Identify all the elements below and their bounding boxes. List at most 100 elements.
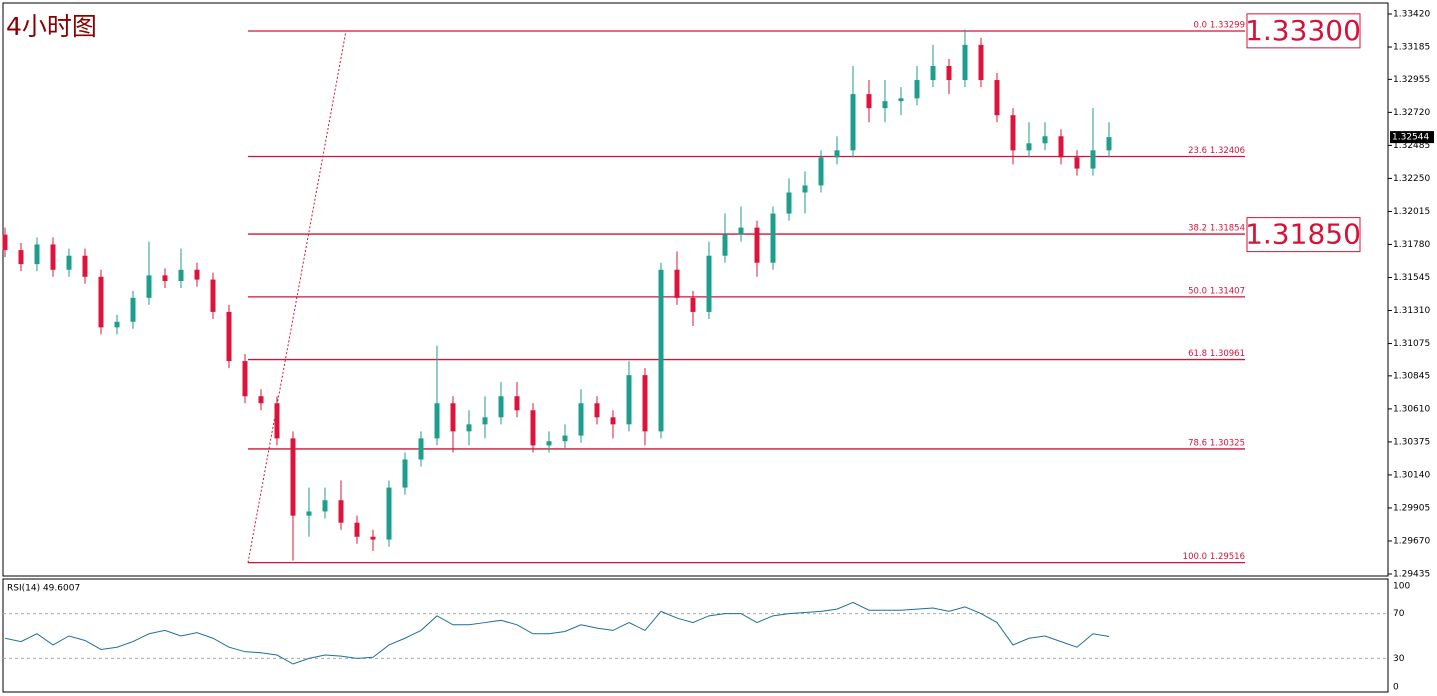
candle-body	[482, 417, 488, 425]
candle-body	[146, 275, 152, 298]
main-panel	[2, 2, 1389, 577]
candle-body	[1090, 150, 1096, 169]
y-tick-label: 1.32485	[1393, 141, 1430, 151]
fib-level: 78.6	[1188, 438, 1207, 448]
y-tick-label: 1.31545	[1393, 273, 1430, 283]
candle-body	[370, 536, 376, 540]
candle-body	[754, 227, 760, 263]
candle-body	[1074, 157, 1080, 169]
price-box	[1246, 13, 1361, 49]
fib-level: 100.0	[1183, 552, 1207, 562]
candle-body	[738, 227, 744, 235]
candle-body	[34, 244, 40, 265]
candle-body	[386, 487, 392, 540]
candle-body	[930, 65, 936, 81]
fib-level: 0.0	[1193, 21, 1207, 31]
y-tick-label: 1.31310	[1393, 306, 1430, 316]
candle-body	[1042, 136, 1048, 144]
candle-body	[434, 403, 440, 439]
candle-body	[1106, 137, 1112, 151]
candle-body	[834, 150, 840, 158]
y-tick-label: 1.32015	[1393, 207, 1430, 217]
y-tick-label: 1.33185	[1393, 43, 1430, 53]
candle-body	[530, 410, 536, 446]
candle-body	[818, 157, 824, 186]
candle-body	[242, 361, 248, 397]
candle-body	[130, 297, 136, 322]
candle-body	[978, 44, 984, 81]
candle-body	[1058, 136, 1064, 158]
candle-body	[722, 234, 728, 256]
candle-body	[98, 276, 104, 328]
candle-body	[274, 403, 280, 439]
fib-price: 1.31854	[1210, 224, 1245, 234]
fib-price: 1.30325	[1210, 438, 1245, 448]
candle-body	[706, 255, 712, 312]
y-tick-label: 1.29905	[1393, 503, 1430, 513]
y-tick-label: 1.31075	[1393, 339, 1430, 349]
candle-body	[898, 98, 904, 102]
candle-body	[578, 403, 584, 436]
candle-body	[450, 403, 456, 432]
candle-body	[194, 269, 200, 280]
candle-body	[466, 424, 472, 432]
y-tick-label: 1.30375	[1393, 437, 1430, 447]
candle-body	[786, 192, 792, 214]
candle-body	[866, 94, 872, 109]
current-price-tag	[1390, 131, 1434, 144]
rsi-tick-label: 30	[1393, 654, 1405, 664]
candle-body	[50, 244, 56, 270]
y-tick-label: 1.32250	[1393, 174, 1430, 184]
candle-body	[114, 321, 120, 328]
candle-body	[802, 185, 808, 193]
y-tick-label: 1.29435	[1393, 570, 1430, 580]
candle-body	[178, 269, 184, 282]
price-box-label: 1.33300	[1245, 14, 1361, 47]
candle-body	[882, 101, 888, 109]
candle-body	[338, 500, 344, 523]
fib-level: 23.6	[1188, 146, 1207, 156]
fib-price: 1.32406	[1210, 146, 1245, 156]
candle-body	[962, 44, 968, 81]
rsi-tick-label: 100	[1393, 582, 1410, 592]
candle-body	[2, 234, 8, 251]
candle-body	[82, 255, 88, 277]
chart-title: 4小时图	[6, 12, 97, 41]
y-tick-label: 1.31780	[1393, 240, 1430, 250]
candle-body	[1010, 115, 1016, 151]
y-tick-label: 1.29670	[1393, 536, 1430, 546]
y-tick-label: 1.33420	[1393, 10, 1430, 20]
candle-body	[210, 279, 216, 312]
current-price-label: 1.32544	[1392, 133, 1429, 143]
fib-level: 50.0	[1188, 286, 1207, 296]
candle-body	[162, 275, 168, 282]
candle-body	[514, 396, 520, 411]
candle-body	[354, 522, 360, 537]
candle-body	[626, 375, 632, 425]
candle-body	[770, 213, 776, 263]
candle-body	[642, 375, 648, 432]
candle-body	[946, 65, 952, 81]
fib-price: 1.30961	[1210, 349, 1245, 359]
candle-body	[562, 435, 568, 442]
candle-body	[1026, 143, 1032, 151]
rsi-label: RSI(14) 49.6007	[7, 584, 80, 594]
candle-body	[914, 80, 920, 99]
price-box	[1246, 217, 1361, 253]
y-tick-label: 1.32720	[1393, 108, 1430, 118]
candle-body	[498, 396, 504, 418]
fib-price: 1.31407	[1210, 286, 1245, 296]
price-box-label: 1.31850	[1245, 218, 1361, 251]
fib-level: 61.8	[1188, 349, 1207, 359]
candle-body	[594, 403, 600, 418]
candle-body	[546, 441, 552, 446]
candle-body	[658, 269, 664, 432]
candle-body	[402, 459, 408, 488]
fib-price: 1.33299	[1210, 21, 1245, 31]
rsi-panel	[2, 578, 1389, 693]
candle-body	[306, 511, 312, 516]
candle-body	[674, 269, 680, 298]
y-tick-label: 1.30140	[1393, 470, 1430, 480]
candle-body	[418, 438, 424, 460]
rsi-line	[4, 601, 1110, 665]
